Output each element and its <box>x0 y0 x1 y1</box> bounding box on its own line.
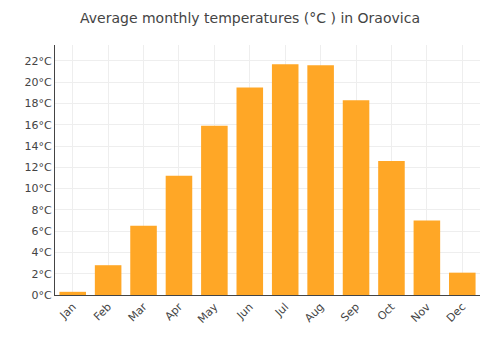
svg-text:20°C: 20°C <box>25 76 52 89</box>
svg-text:18°C: 18°C <box>25 97 52 110</box>
svg-text:Sep: Sep <box>338 301 362 325</box>
svg-text:12°C: 12°C <box>25 161 52 174</box>
svg-text:Oct: Oct <box>375 300 398 323</box>
svg-text:10°C: 10°C <box>25 182 52 195</box>
svg-text:Aug: Aug <box>302 301 326 325</box>
svg-text:4°C: 4°C <box>32 246 52 259</box>
svg-text:Jun: Jun <box>234 300 256 322</box>
svg-text:May: May <box>195 300 221 326</box>
svg-text:Nov: Nov <box>409 300 434 325</box>
svg-text:6°C: 6°C <box>32 225 52 238</box>
svg-text:Jan: Jan <box>57 301 79 323</box>
svg-text:14°C: 14°C <box>25 140 52 153</box>
svg-text:Jul: Jul <box>272 301 291 320</box>
svg-text:Feb: Feb <box>91 301 114 324</box>
svg-text:Mar: Mar <box>126 300 150 324</box>
svg-text:0°C: 0°C <box>32 289 52 302</box>
svg-text:16°C: 16°C <box>25 119 52 132</box>
svg-text:2°C: 2°C <box>32 268 52 281</box>
svg-text:Average monthly temperatures (: Average monthly temperatures (°C ) in Or… <box>80 10 420 26</box>
svg-text:Dec: Dec <box>444 301 468 325</box>
svg-text:Apr: Apr <box>162 300 185 323</box>
svg-text:22°C: 22°C <box>25 55 52 68</box>
svg-text:8°C: 8°C <box>32 204 52 217</box>
